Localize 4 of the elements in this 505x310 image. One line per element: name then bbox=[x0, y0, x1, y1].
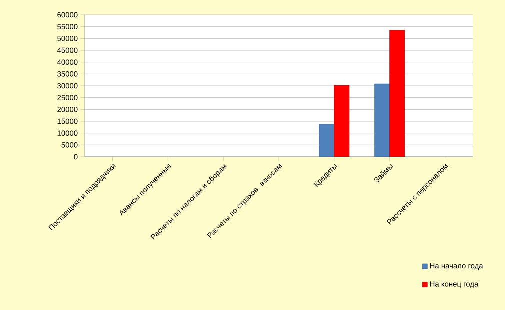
bar bbox=[319, 124, 335, 158]
bar bbox=[390, 30, 406, 158]
bar bbox=[374, 84, 390, 158]
bar bbox=[334, 85, 350, 158]
